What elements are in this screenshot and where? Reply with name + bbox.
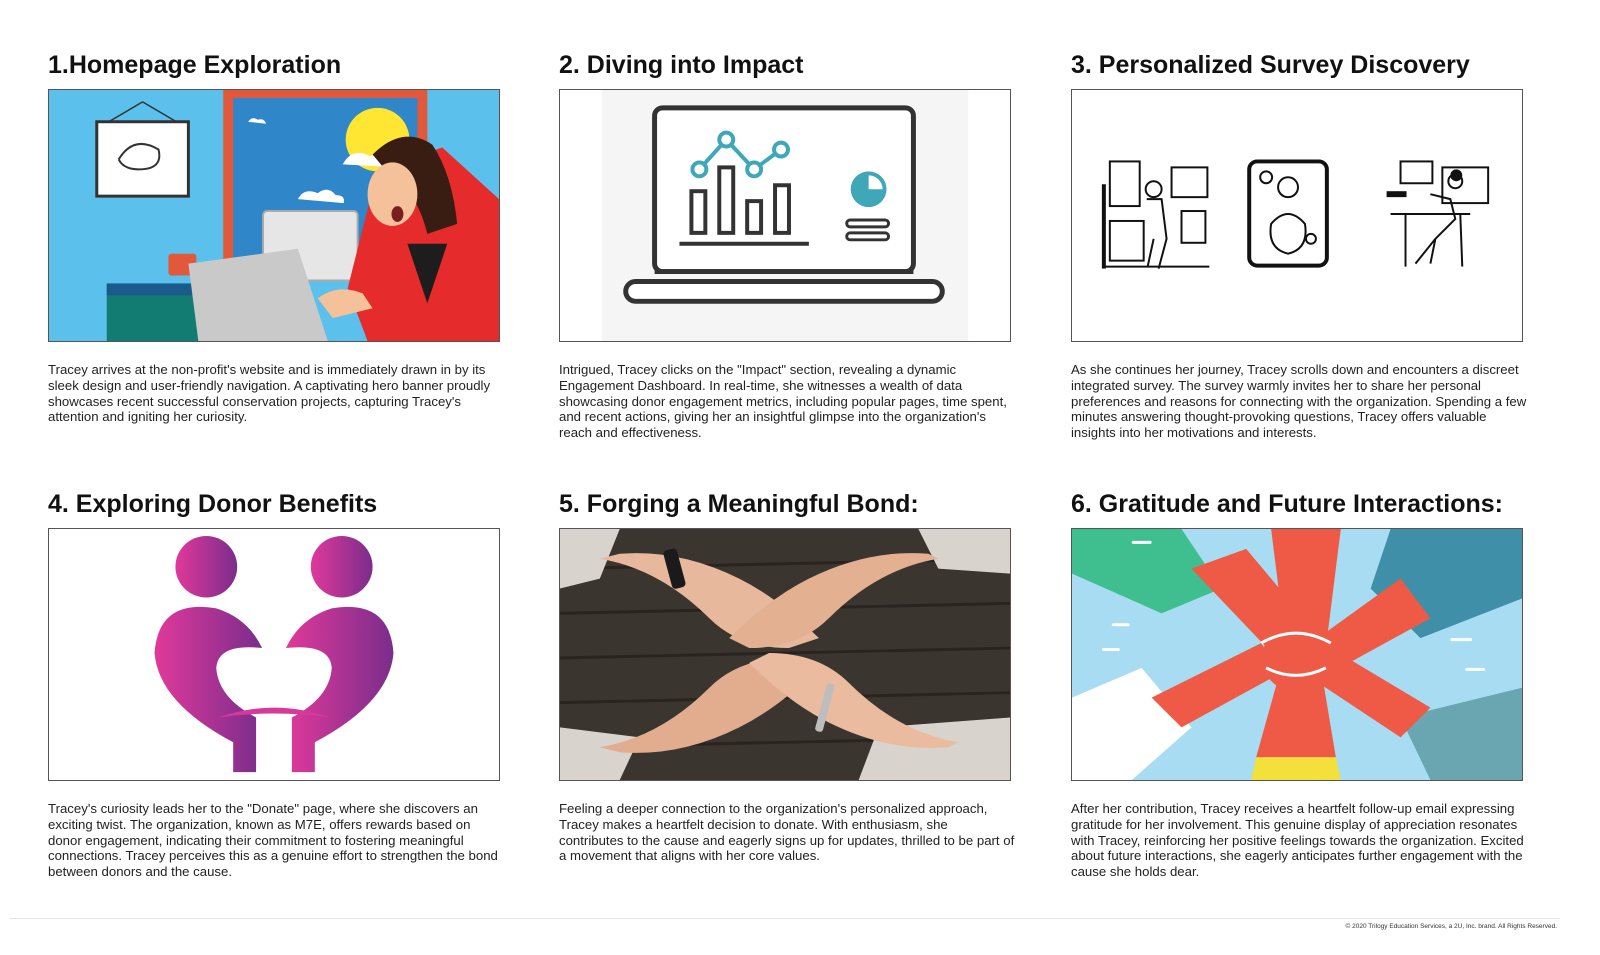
storyboard-panel-4: 4. Exploring Donor Benefits Tracey's cur…	[48, 488, 500, 879]
storyboard-panel-5: 5. Forging a Meaningful Bond: Feeling a …	[559, 488, 1014, 863]
footer-divider	[10, 918, 1560, 919]
panel-caption: Feeling a deeper connection to the organ…	[559, 801, 1015, 864]
storyboard-panel-1: 1.Homepage Exploration Trace	[48, 49, 500, 424]
storyboard-panel-6: 6. Gratitude and Future Interactions:	[1071, 488, 1524, 879]
panel-title: 5. Forging a Meaningful Bond:	[559, 490, 919, 518]
panel-title: 2. Diving into Impact	[559, 51, 804, 79]
stacked-hands-illustration	[1071, 528, 1523, 781]
panel-caption: Tracey's curiosity leads her to the "Don…	[48, 801, 498, 880]
storyboard-panel-3: 3. Personalized Survey Discovery	[1071, 49, 1526, 440]
storyboard-panel-2: 2. Diving into Impact Intrigued, Tracey …	[559, 49, 1011, 440]
panel-title: 6. Gratitude and Future Interactions:	[1071, 490, 1503, 518]
copyright-footer: © 2020 Trilogy Education Services, a 2U,…	[1345, 923, 1557, 930]
panel-caption: Intrigued, Tracey clicks on the "Impact"…	[559, 362, 1007, 441]
panel-caption: After her contribution, Tracey receives …	[1071, 801, 1524, 880]
panel-title: 1.Homepage Exploration	[48, 51, 342, 79]
survey-illustration	[1071, 89, 1523, 342]
panel-title: 4. Exploring Donor Benefits	[48, 490, 378, 518]
panel-caption: As she continues her journey, Tracey scr…	[1071, 362, 1527, 441]
homepage-illustration	[48, 89, 500, 342]
joined-hands-photo	[559, 528, 1011, 781]
panel-title: 3. Personalized Survey Discovery	[1071, 51, 1470, 79]
dashboard-illustration	[559, 89, 1011, 342]
panel-caption: Tracey arrives at the non-profit's websi…	[48, 362, 491, 425]
donor-heart-logo	[48, 528, 500, 781]
